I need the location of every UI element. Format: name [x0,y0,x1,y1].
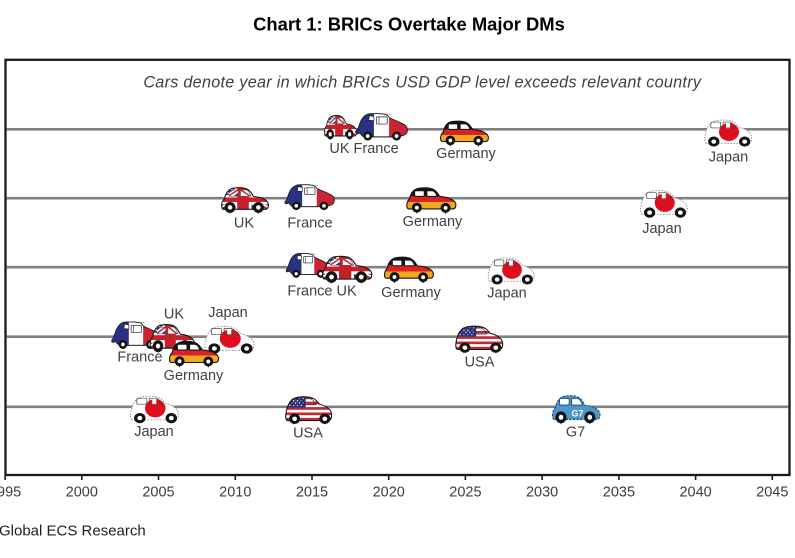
svg-text:UK France: UK France [329,141,398,157]
svg-text:1995: 1995 [0,485,21,501]
svg-text:France: France [117,350,162,366]
svg-text:Germany: Germany [403,214,463,230]
svg-text:Germany: Germany [164,368,224,384]
svg-text:Japan: Japan [642,221,682,237]
svg-text:2040: 2040 [679,485,711,501]
svg-text:Japan: Japan [709,150,749,166]
svg-text:USA: USA [293,426,323,442]
svg-text:Cars denote year in which BRIC: Cars denote year in which BRICs USD GDP … [143,74,702,92]
svg-text:Germany: Germany [436,146,496,162]
svg-text:2015: 2015 [296,485,328,501]
svg-text:2035: 2035 [603,485,635,501]
svg-text:Global ECS Research: Global ECS Research [0,523,146,540]
svg-text:2025: 2025 [449,485,481,501]
svg-text:UK: UK [234,216,254,232]
svg-text:2005: 2005 [142,485,174,501]
svg-text:2000: 2000 [66,485,98,501]
svg-text:G7: G7 [566,425,585,441]
svg-text:Japan: Japan [208,305,248,321]
svg-text:2010: 2010 [219,485,251,501]
svg-text:UK: UK [164,307,184,323]
svg-text:2030: 2030 [526,485,558,501]
svg-text:Germany: Germany [381,285,441,301]
svg-text:2045: 2045 [756,485,788,501]
svg-text:Japan: Japan [134,424,174,440]
svg-text:Chart 1: BRICs Overtake Major: Chart 1: BRICs Overtake Major DMs [253,13,565,34]
svg-text:Japan: Japan [487,286,527,302]
svg-text:France UK: France UK [287,284,357,300]
svg-text:France: France [287,216,332,232]
svg-text:2020: 2020 [373,485,405,501]
svg-text:USA: USA [465,355,495,371]
